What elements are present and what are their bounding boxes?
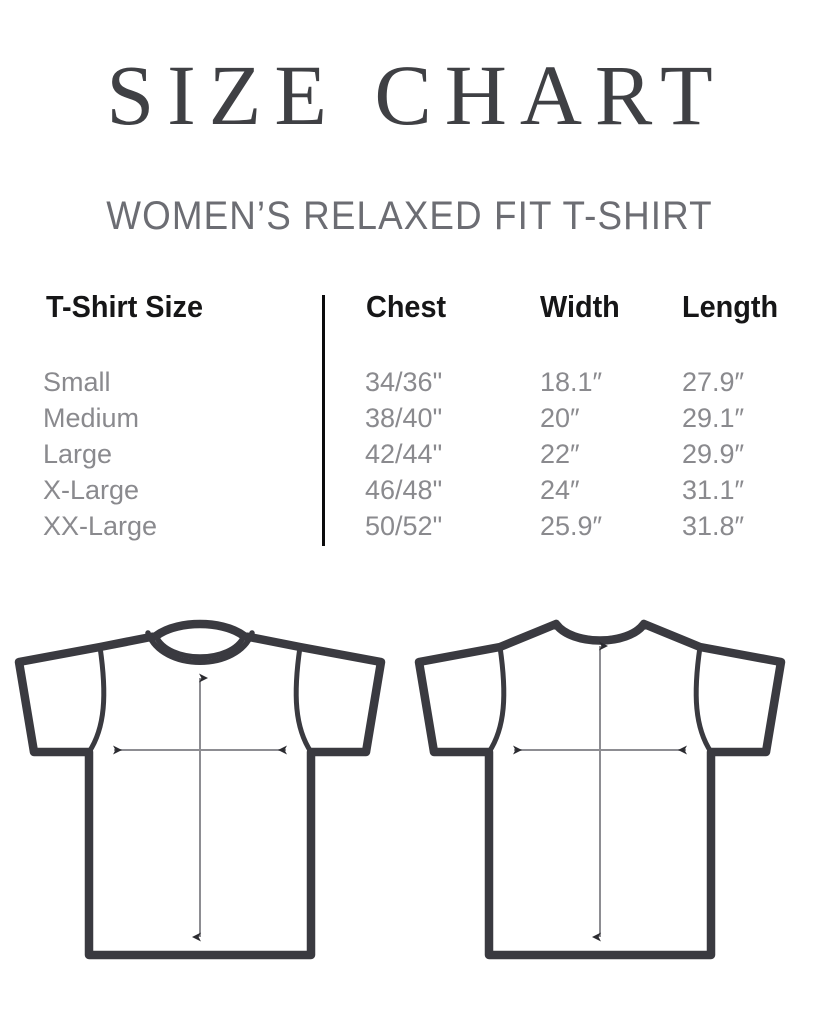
t-shirt-front-view [14, 619, 386, 960]
column-header-chest: Chest [366, 289, 447, 324]
table-row: 50/52" [365, 511, 443, 541]
table-row: 31.1″ [682, 475, 745, 505]
table-row: 25.9″ [540, 511, 603, 541]
left-armhole-seam [486, 644, 507, 755]
table-row: 22″ [540, 439, 580, 469]
collar-band-inner [153, 633, 247, 660]
column-header-size: T-Shirt Size [46, 289, 203, 324]
collar-band-outer [145, 630, 255, 665]
table-row: Large [43, 439, 113, 469]
table-row: 34/36" [365, 367, 443, 397]
table-row: Small [43, 367, 111, 397]
page-subtitle: WOMEN’S RELAXED FIT T-SHIRT [106, 194, 713, 238]
right-armhole-seam [693, 644, 714, 755]
table-row: 18.1″ [540, 367, 603, 397]
shirt-diagram-svg [14, 619, 786, 960]
table-row: 46/48" [365, 475, 443, 505]
left-armhole-seam [86, 644, 107, 755]
shirt-illustrations [0, 600, 819, 980]
table-row: 29.9″ [682, 439, 745, 469]
table-row: 31.8″ [682, 511, 745, 541]
table-row: X-Large [43, 475, 140, 505]
column-header-width: Width [540, 289, 620, 324]
t-shirt-back-view [414, 619, 786, 960]
size-table: T-Shirt Size Chest Width Length Small 34… [0, 291, 819, 551]
table-row: 38/40" [365, 403, 443, 433]
table-row: Medium [43, 403, 140, 433]
table-row: 29.1″ [682, 403, 745, 433]
table-row: XX-Large [43, 511, 158, 541]
column-divider [322, 295, 325, 546]
table-row: 42/44" [365, 439, 443, 469]
page-title: SIZE CHART [106, 47, 726, 143]
table-row: 20″ [540, 403, 580, 433]
column-header-length: Length [682, 289, 779, 324]
right-armhole-seam [293, 644, 314, 755]
table-row: 24″ [540, 475, 580, 505]
table-row: 27.9″ [682, 367, 745, 397]
